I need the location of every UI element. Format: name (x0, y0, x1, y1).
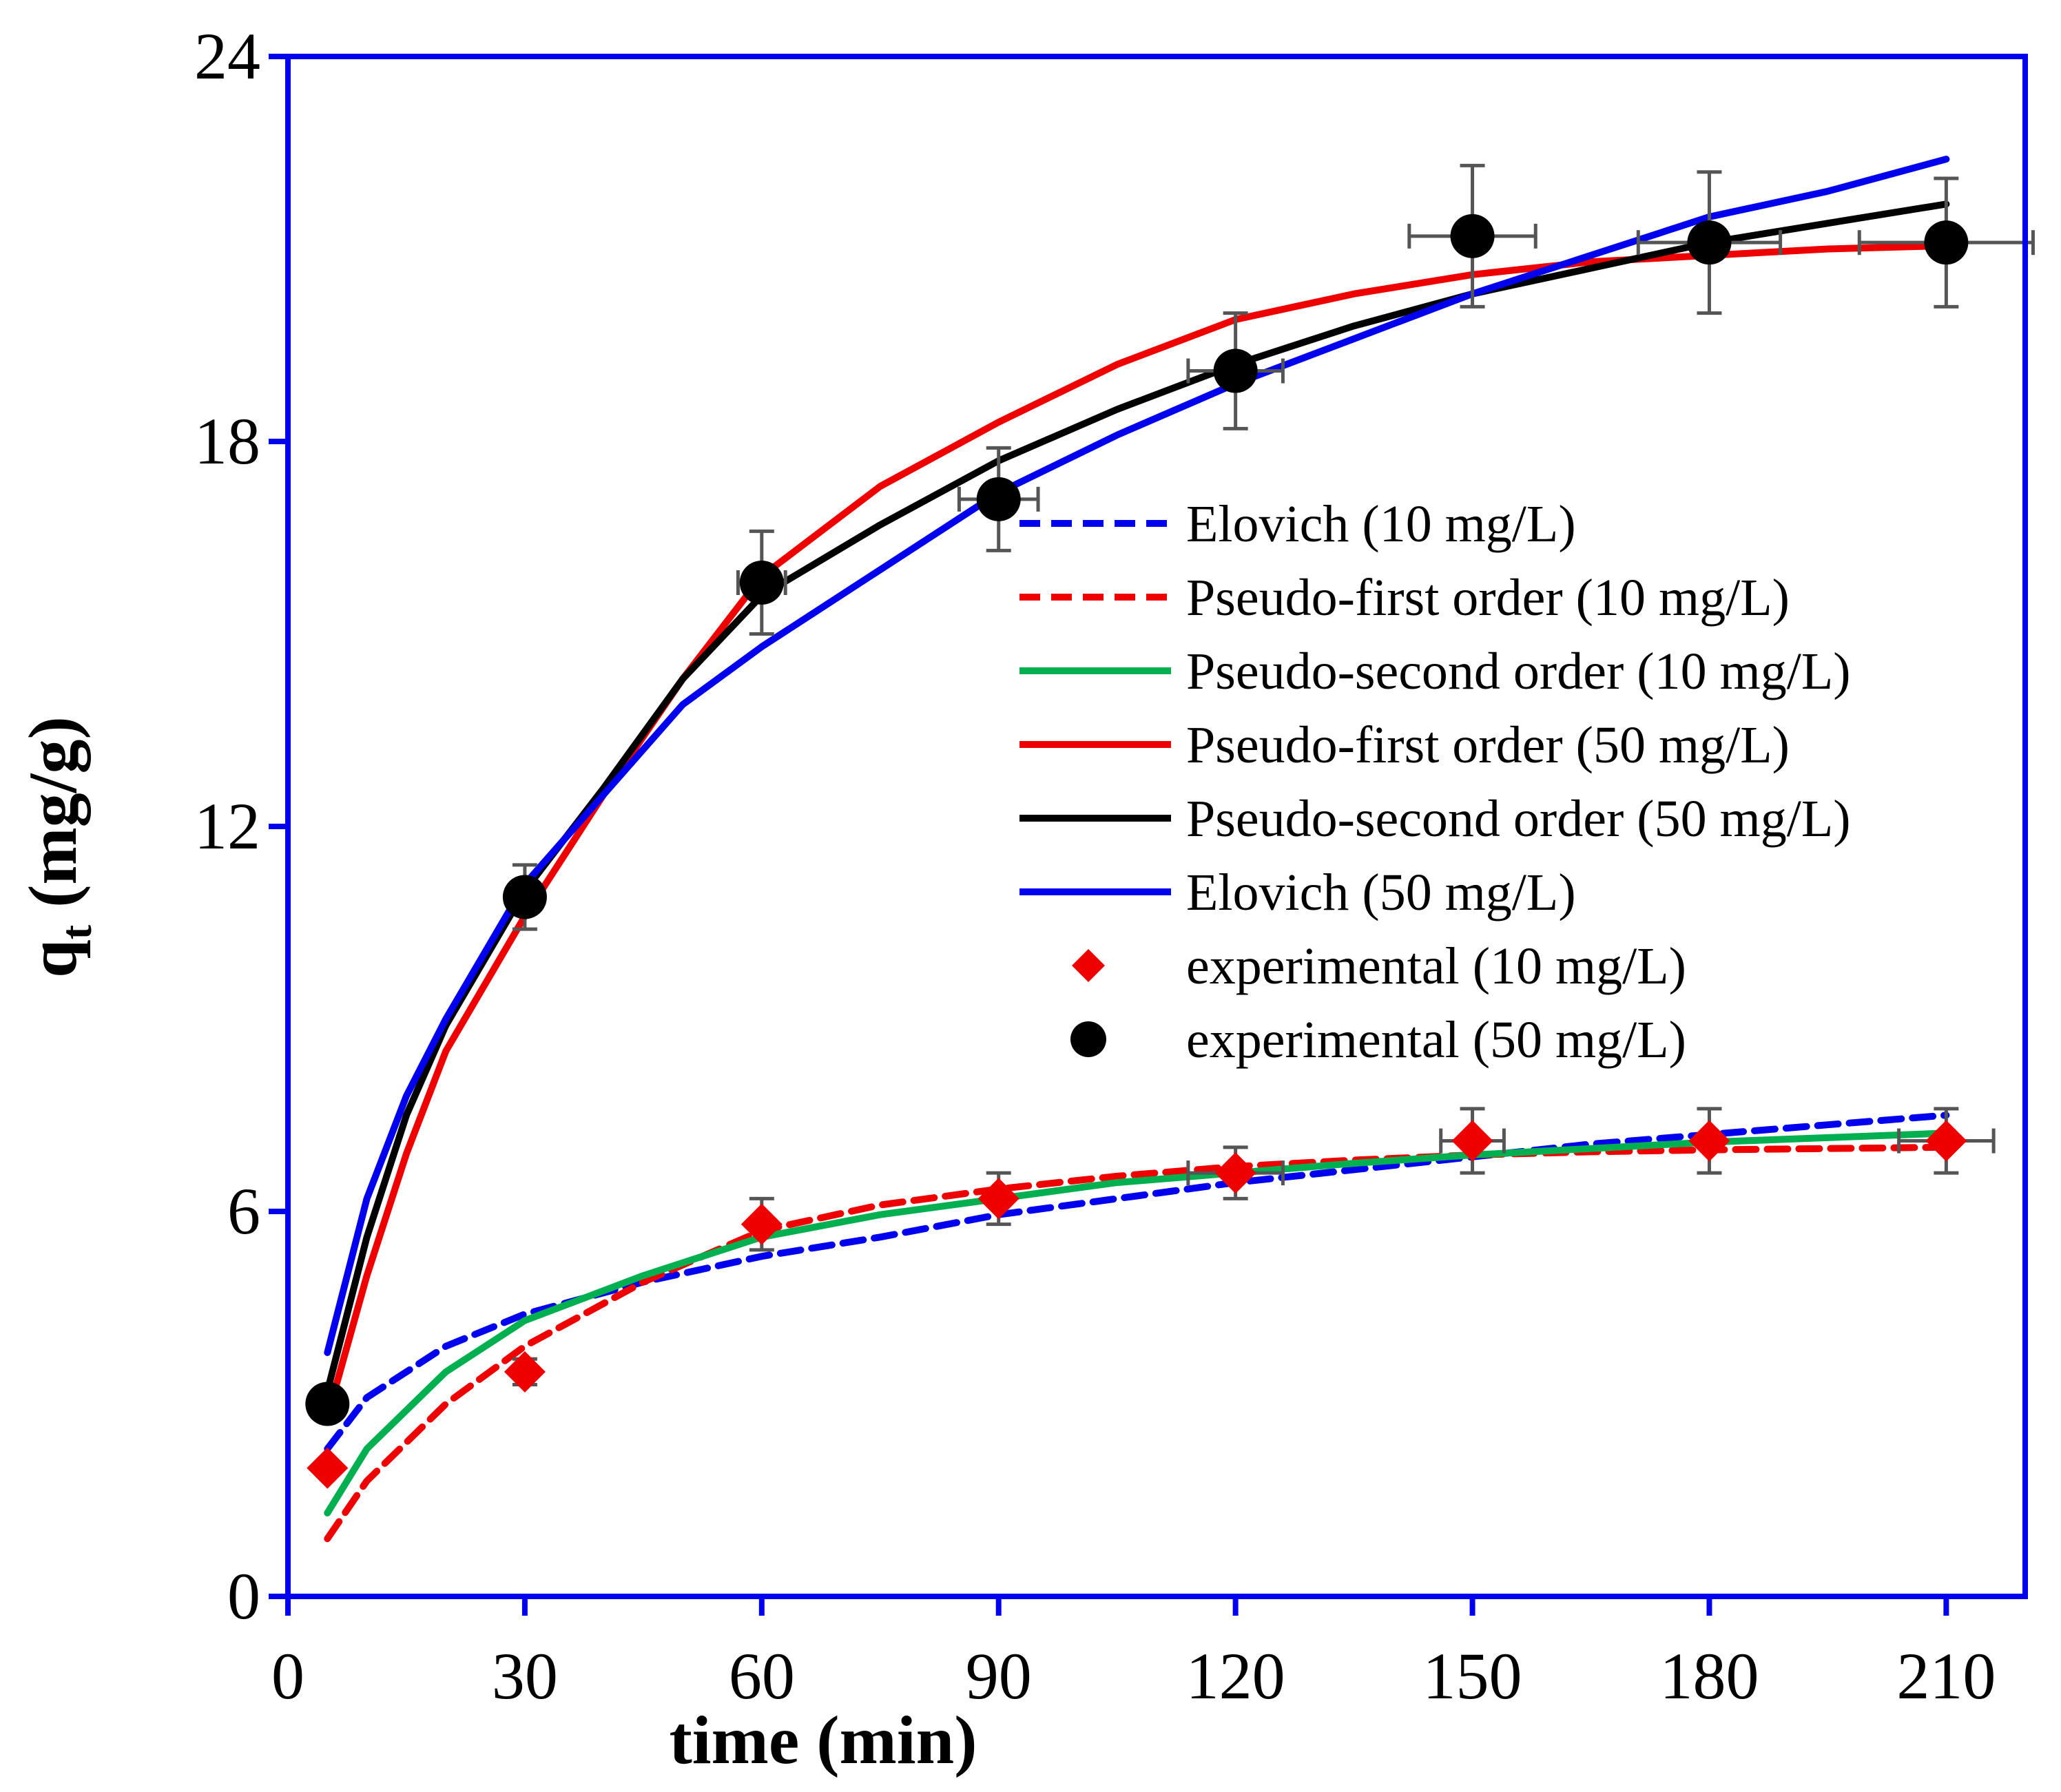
legend: Elovich (10 mg/L) Pseudo-first order (10 … (1019, 495, 1851, 1069)
y-tick-label: 0 (227, 1559, 260, 1633)
x-axis-title: time (min) (669, 1702, 977, 1778)
marker-layer (305, 163, 2035, 1489)
data-point (307, 1447, 349, 1489)
data-point (1450, 213, 1495, 258)
data-point (1924, 220, 1969, 265)
series-line (324, 1143, 1950, 1543)
data-point (1687, 220, 1732, 265)
data-point (1451, 1120, 1493, 1162)
legend-label: Elovich (50 mg/L) (1186, 864, 1576, 921)
series-line (324, 1112, 1950, 1452)
data-point (502, 875, 547, 919)
x-tick-label: 180 (1659, 1639, 1759, 1713)
legend-label: experimental (10 mg/L) (1186, 937, 1686, 995)
legend-label: experimental (50 mg/L) (1186, 1011, 1686, 1069)
y-axis-title-subscript: t (52, 924, 101, 939)
series-line (324, 200, 1950, 1395)
y-axis-title-unit: (mg/g) (14, 716, 91, 925)
data-point (1214, 1152, 1256, 1194)
series-line (324, 1129, 1950, 1517)
legend-label: Pseudo-first order (50 mg/L) (1186, 716, 1790, 774)
legend-label: Elovich (10 mg/L) (1186, 495, 1576, 553)
legend-swatch (1072, 949, 1105, 982)
data-point (504, 1351, 546, 1393)
y-axis-title-q: q (14, 939, 91, 978)
data-point (976, 477, 1021, 521)
legend-swatch (1070, 1021, 1106, 1057)
y-tick-label: 24 (194, 19, 260, 93)
data-point (305, 1382, 350, 1426)
y-axis-title: qt (mg/g) (14, 716, 101, 978)
x-tick-label: 30 (492, 1639, 558, 1713)
data-point (740, 1203, 783, 1245)
x-tick-label: 150 (1423, 1639, 1522, 1713)
x-tick-label: 210 (1896, 1639, 1996, 1713)
data-point (977, 1178, 1019, 1220)
series-line (324, 156, 1950, 1356)
x-tick-label: 90 (966, 1639, 1032, 1713)
x-tick-label: 0 (271, 1639, 304, 1713)
x-tick-label: 120 (1186, 1639, 1285, 1713)
data-point (1213, 348, 1258, 393)
legend-label: Pseudo-second order (50 mg/L) (1186, 790, 1851, 848)
data-point (1925, 1120, 1967, 1162)
y-tick-label: 6 (227, 1174, 260, 1248)
axes-layer: 0 6 12 18 24 0 30 60 90 120 150 180 210 (194, 19, 2028, 1713)
data-point (739, 560, 784, 605)
series-layer (324, 156, 1950, 1543)
x-tick-label: 60 (729, 1639, 795, 1713)
y-tick-label: 12 (194, 789, 260, 863)
legend-label: Pseudo-first order (10 mg/L) (1186, 569, 1790, 627)
y-tick-label: 18 (194, 404, 260, 478)
legend-label: Pseudo-second order (10 mg/L) (1186, 643, 1851, 700)
data-point (1688, 1120, 1730, 1162)
